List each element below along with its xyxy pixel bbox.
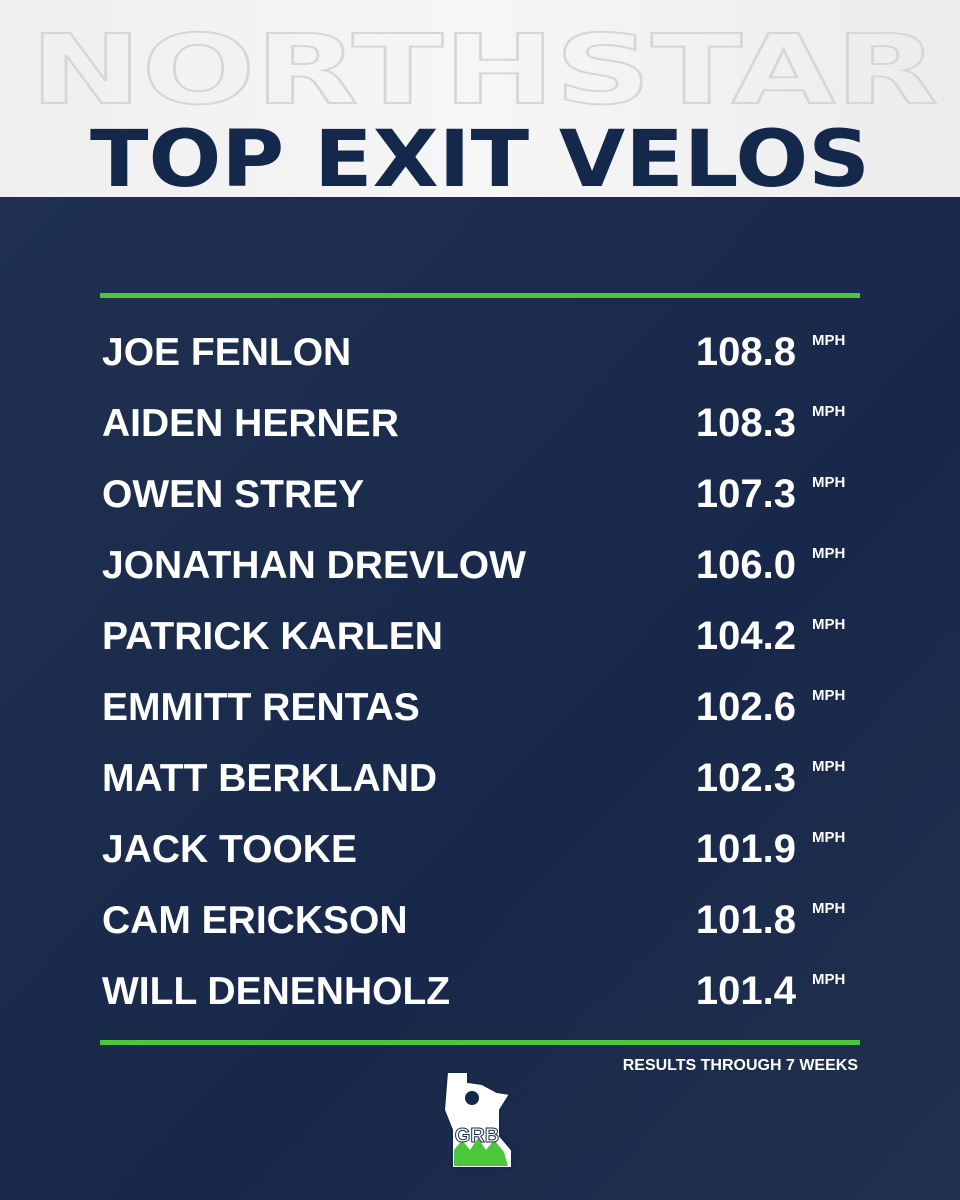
unit: MPH [812, 332, 845, 349]
unit: MPH [812, 900, 845, 917]
player-name: CAM ERICKSON [102, 899, 408, 942]
exit-velo: 108.8 [696, 330, 796, 374]
unit: MPH [812, 687, 845, 704]
unit: MPH [812, 616, 845, 633]
exit-velo: 107.3 [696, 472, 796, 516]
player-name: PATRICK KARLEN [102, 615, 443, 658]
player-name: AIDEN HERNER [102, 402, 399, 445]
header-band [0, 0, 960, 197]
background [0, 197, 960, 1200]
footer-note: RESULTS THROUGH 7 WEEKS [623, 1057, 859, 1074]
exit-velo: 101.4 [696, 969, 797, 1013]
player-name: JOE FENLON [102, 331, 351, 374]
exit-velo: 108.3 [696, 401, 796, 445]
exit-velo: 102.3 [696, 756, 796, 800]
player-name: JACK TOOKE [102, 828, 357, 871]
watermark: NORTHSTAR [30, 14, 938, 126]
leaderboard: JOE FENLON 108.8 MPH AIDEN HERNER 108.3 MPH OW… [102, 330, 845, 1013]
unit: MPH [812, 545, 845, 562]
logo: GRB [442, 1071, 513, 1169]
player-name: OWEN STREY [102, 473, 364, 516]
exit-velo: 101.8 [696, 898, 796, 942]
exit-velo: 104.2 [696, 614, 796, 658]
player-name: EMMITT RENTAS [102, 686, 420, 729]
divider-bottom [100, 1040, 860, 1045]
unit: MPH [812, 403, 845, 420]
unit: MPH [812, 829, 845, 846]
player-name: JONATHAN DREVLOW [102, 544, 526, 587]
unit: MPH [812, 971, 845, 988]
exit-velo: 102.6 [696, 685, 796, 729]
logo-text: GRB [455, 1125, 499, 1147]
title: TOP EXIT VELOS [90, 115, 870, 205]
divider-top [100, 293, 860, 298]
player-name: WILL DENENHOLZ [102, 970, 450, 1013]
unit: MPH [812, 758, 845, 775]
player-name: MATT BERKLAND [102, 757, 437, 800]
exit-velo: 106.0 [696, 543, 796, 587]
exit-velo: 101.9 [696, 827, 796, 871]
unit: MPH [812, 474, 845, 491]
